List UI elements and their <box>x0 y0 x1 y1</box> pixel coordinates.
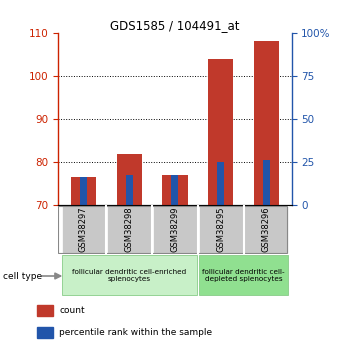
Bar <box>153 206 197 253</box>
Bar <box>80 177 87 205</box>
Bar <box>37 305 53 316</box>
Text: GSM38298: GSM38298 <box>125 207 134 252</box>
Title: GDS1585 / 104491_at: GDS1585 / 104491_at <box>110 19 240 32</box>
Text: follicular dendritic cell-enriched
splenocytes: follicular dendritic cell-enriched splen… <box>72 269 186 282</box>
Bar <box>245 206 288 253</box>
Bar <box>217 162 224 205</box>
Text: GSM38295: GSM38295 <box>216 207 225 252</box>
Text: percentile rank within the sample: percentile rank within the sample <box>59 328 212 337</box>
Text: cell type: cell type <box>3 272 43 281</box>
Bar <box>71 177 96 205</box>
Bar <box>199 206 243 253</box>
Bar <box>263 160 270 205</box>
Bar <box>37 327 53 338</box>
Bar <box>117 154 142 205</box>
Bar <box>254 41 279 205</box>
Bar <box>208 59 233 205</box>
Bar <box>107 206 151 253</box>
Text: follicular dendritic cell-
depleted splenocytes: follicular dendritic cell- depleted sple… <box>202 269 285 282</box>
Text: GSM38299: GSM38299 <box>170 207 179 252</box>
Bar <box>126 175 133 205</box>
Text: GSM38297: GSM38297 <box>79 207 88 252</box>
Text: count: count <box>59 306 85 315</box>
Bar <box>61 206 105 253</box>
Text: GSM38296: GSM38296 <box>262 207 271 252</box>
Bar <box>172 175 178 205</box>
Bar <box>199 255 288 295</box>
Bar <box>61 255 197 295</box>
Bar <box>162 175 188 205</box>
